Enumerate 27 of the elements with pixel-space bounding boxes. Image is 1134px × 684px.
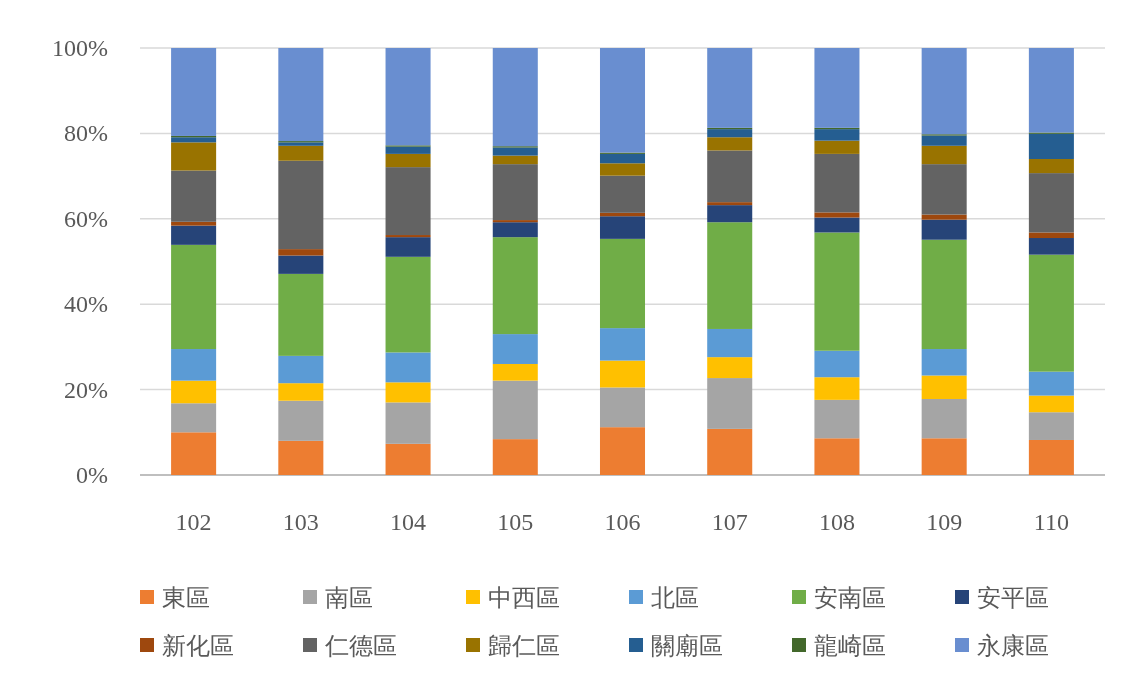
y-tick-label: 80% (64, 120, 108, 147)
x-tick-label: 102 (175, 509, 212, 535)
legend-label: 關廟區 (651, 633, 723, 659)
legend-label: 新化區 (162, 633, 234, 659)
x-tick-label: 104 (390, 509, 427, 535)
legend-label: 仁德區 (324, 633, 397, 659)
legend-label: 龍崎區 (814, 633, 886, 659)
legend-label: 歸仁區 (488, 633, 560, 659)
x-tick-label: 108 (818, 509, 855, 535)
legend-label: 北區 (651, 585, 699, 611)
legend-label: 安平區 (977, 585, 1049, 611)
legend-label: 永康區 (977, 633, 1049, 659)
x-tick-label: 109 (926, 509, 963, 535)
y-tick-label: 0% (76, 462, 108, 488)
legend-label: 南區 (325, 585, 373, 611)
x-tick-label: 103 (282, 509, 319, 535)
y-tick-label: 60% (64, 205, 108, 232)
y-tick-label: 100% (52, 35, 108, 61)
legend-label: 東區 (162, 585, 210, 611)
y-tick-label: 20% (64, 376, 108, 403)
x-tick-label: 106 (604, 509, 641, 535)
legend-label: 安南區 (814, 585, 886, 611)
x-tick-label: 107 (711, 509, 748, 535)
x-tick-label: 105 (497, 509, 534, 535)
y-tick-label: 40% (64, 291, 108, 318)
x-tick-label: 110 (1033, 509, 1069, 535)
legend-label: 中西區 (488, 585, 560, 611)
